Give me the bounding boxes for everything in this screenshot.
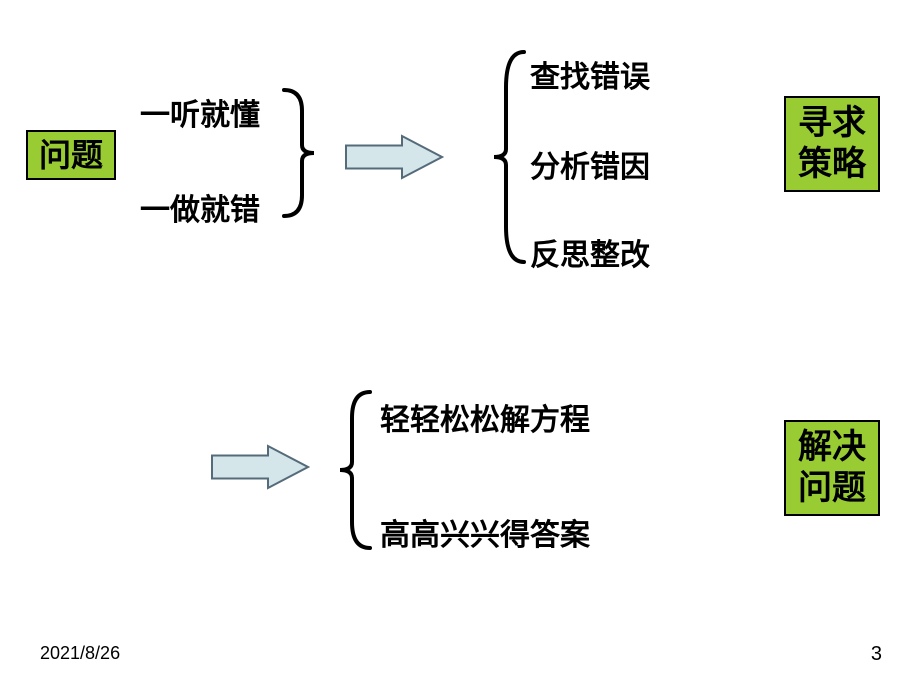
footer-date: 2021/8/26	[40, 643, 120, 664]
box-problem: 问题	[26, 130, 116, 180]
brace-3	[338, 390, 374, 550]
label-happy: 高高兴兴得答案	[380, 510, 590, 554]
label-do: 一做就错	[140, 185, 260, 229]
label-easy: 轻轻松松解方程	[380, 395, 590, 439]
brace-2	[492, 50, 528, 264]
label-find: 查找错误	[530, 52, 650, 96]
box-strategy-text: 寻求 策略	[798, 103, 866, 185]
diagram-canvas: 问题 寻求 策略 解决 问题 一听就懂 一做就错 查找错误 分析错因 反思整改 …	[0, 0, 920, 690]
brace-1	[280, 88, 316, 218]
label-analyze: 分析错因	[530, 142, 650, 186]
arrow-1	[344, 134, 444, 180]
box-problem-text: 问题	[39, 136, 103, 174]
box-strategy: 寻求 策略	[784, 96, 880, 192]
box-solve-text: 解决 问题	[798, 427, 866, 509]
label-reflect: 反思整改	[530, 230, 650, 274]
footer-page: 3	[871, 643, 882, 666]
label-hear: 一听就懂	[140, 90, 260, 134]
box-solve: 解决 问题	[784, 420, 880, 516]
arrow-2	[210, 444, 310, 490]
